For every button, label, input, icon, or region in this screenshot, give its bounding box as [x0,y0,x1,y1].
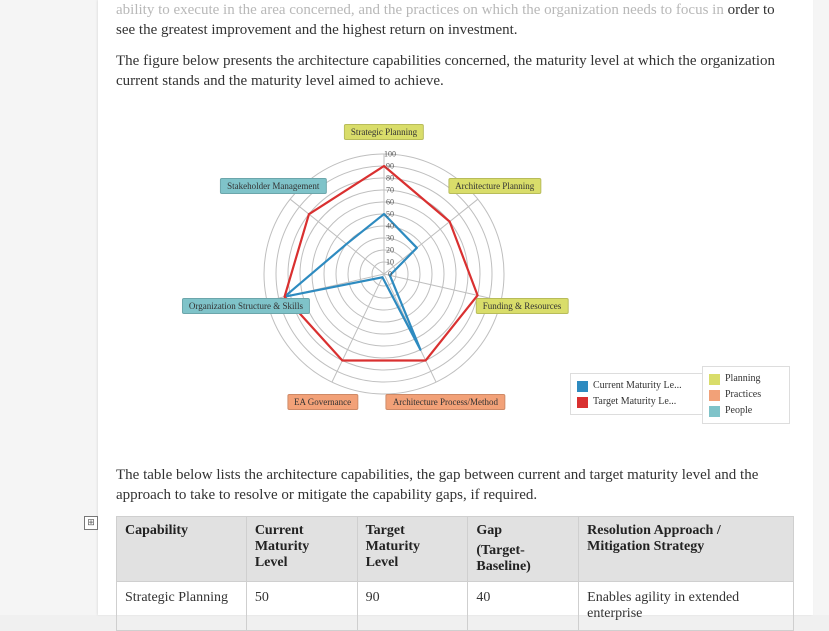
radar-axis-label: EA Governance [287,394,358,410]
radar-scale-tick: 70 [386,186,394,195]
legend-label: Target Maturity Le... [593,394,676,410]
table-cell: 50 [246,581,357,630]
col-capability: Capability [117,516,247,581]
radar-axis-label: Architecture Process/Method [386,394,505,410]
table-move-handle[interactable]: ⊞ [84,516,98,530]
paragraph-intro-1: ability to execute in the area concerned… [116,0,795,41]
radar-scale-tick: 100 [384,150,396,159]
legend-swatch [709,406,720,417]
legend-categories: PlanningPracticesPeople [702,366,790,424]
col-resolution: Resolution Approach /Mitigation Strategy [579,516,794,581]
legend-category-item: People [709,403,783,419]
legend-swatch [577,397,588,408]
radar-scale-tick: 50 [386,210,394,219]
table-row: Strategic Planning509040Enables agility … [117,581,794,630]
capability-table-head: Capability CurrentMaturityLevel TargetMa… [117,516,794,581]
page-root: ability to execute in the area concerned… [0,0,829,615]
radar-scale-tick: 30 [386,234,394,243]
radar-axis-label: Stakeholder Management [220,178,326,194]
radar-axis-label: Organization Structure & Skills [182,298,310,314]
legend-category-item: Practices [709,387,783,403]
radar-scale-tick: 60 [386,198,394,207]
legend-category-item: Planning [709,371,783,387]
legend-series: Current Maturity Le...Target Maturity Le… [570,373,704,415]
table-cell: Strategic Planning [117,581,247,630]
legend-swatch [709,374,720,385]
radar-scale-tick: 20 [386,246,394,255]
radar-scale-tick: 80 [386,174,394,183]
col-target: TargetMaturityLevel [357,516,468,581]
radar-chart-figure: Strategic Planning Architecture Planning F… [116,101,796,441]
legend-label: Current Maturity Le... [593,378,682,394]
paragraph-intro-2: The figure below presents the architectu… [116,51,795,92]
col-current: CurrentMaturityLevel [246,516,357,581]
radar-axis-label: Architecture Planning [448,178,541,194]
legend-swatch [709,390,720,401]
radar-scale-tick: 90 [386,162,394,171]
legend-label: People [725,403,752,419]
radar-axis-label: Funding & Resources [476,298,569,314]
col-gap: Gap(Target-Baseline) [468,516,579,581]
radar-scale-tick: 10 [386,258,394,267]
legend-label: Planning [725,371,761,387]
legend-label: Practices [725,387,761,403]
document-body: ability to execute in the area concerned… [98,0,813,615]
radar-axis-label: Strategic Planning [344,124,424,140]
capability-table-body: Strategic Planning509040Enables agility … [117,581,794,630]
p1-gray: ability to execute in the area concerned… [116,2,724,18]
radar-scale-tick: 40 [386,222,394,231]
table-cell: 90 [357,581,468,630]
paragraph-table-intro: The table below lists the architecture c… [116,465,795,506]
legend-series-item: Target Maturity Le... [577,394,697,410]
legend-series-item: Current Maturity Le... [577,378,697,394]
legend-swatch [577,381,588,392]
table-cell: Enables agility in extended enterprise [579,581,794,630]
radar-scale-tick: 0 [388,270,392,279]
table-cell: 40 [468,581,579,630]
capability-table: Capability CurrentMaturityLevel TargetMa… [116,516,794,631]
